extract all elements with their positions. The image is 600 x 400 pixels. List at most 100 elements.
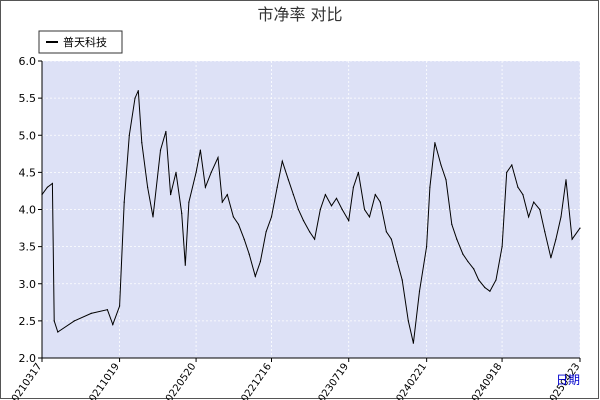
data-point [473, 268, 475, 270]
data-point [141, 142, 143, 144]
data-point [199, 149, 201, 151]
data-point [550, 257, 552, 259]
data-point [319, 208, 321, 211]
y-tick-label: 2.0 [19, 352, 37, 365]
y-tick-label: 2.5 [19, 315, 37, 328]
data-point [335, 197, 338, 199]
data-point [175, 171, 177, 173]
y-tick-label: 5.0 [19, 129, 37, 142]
data-point [165, 130, 167, 133]
data-point [188, 201, 190, 203]
data-point [341, 208, 343, 211]
data-point [412, 342, 414, 344]
data-point [287, 179, 289, 181]
data-point [159, 149, 162, 151]
y-tick-label: 5.5 [19, 92, 37, 105]
data-point [134, 97, 136, 99]
legend-box [38, 30, 123, 54]
data-point [501, 246, 503, 248]
data-point [123, 201, 125, 203]
data-point [259, 260, 261, 263]
data-point [128, 134, 130, 136]
data-point [181, 212, 183, 214]
data-point [396, 260, 398, 263]
data-point [297, 208, 299, 211]
data-point [302, 220, 305, 222]
data-point [368, 216, 371, 218]
data-point [579, 227, 581, 229]
data-point [309, 231, 311, 233]
data-point [528, 216, 530, 218]
data-point [254, 275, 256, 277]
data-point [106, 309, 108, 311]
grid [41, 60, 581, 359]
data-point [137, 90, 139, 92]
data-point [232, 216, 234, 218]
data-point [147, 186, 149, 188]
series-layer [41, 90, 581, 344]
data-point [462, 253, 464, 255]
data-point [292, 194, 294, 196]
data-point [112, 324, 114, 326]
data-point [506, 171, 508, 173]
y-tick-label: 3.5 [19, 241, 37, 254]
data-point [467, 260, 469, 263]
x-axis-label: 日期 [556, 373, 580, 387]
data-point [352, 186, 354, 188]
data-point [533, 201, 535, 203]
data-point [445, 179, 447, 181]
data-point [330, 205, 333, 207]
data-point [440, 164, 442, 166]
data-point [495, 279, 497, 281]
y-tick-label: 4.5 [19, 166, 37, 179]
data-point [555, 238, 557, 240]
y-tick-label: 3.0 [19, 278, 37, 291]
data-point [248, 253, 250, 255]
data-point [237, 223, 240, 225]
data-point [270, 216, 273, 218]
data-point [379, 201, 381, 203]
data-point [53, 320, 55, 322]
data-point [152, 216, 154, 218]
data-point [210, 171, 212, 173]
legend-label: 普天科技 [63, 35, 107, 49]
data-point [348, 220, 350, 222]
data-point [324, 194, 326, 196]
data-point [489, 290, 491, 292]
data-point [265, 231, 267, 233]
data-point [511, 164, 513, 166]
data-point [184, 264, 186, 266]
y-tick-label: 4.0 [19, 204, 37, 217]
data-point [434, 142, 436, 144]
data-point [73, 320, 75, 322]
data-point [276, 186, 278, 188]
data-point [281, 160, 283, 162]
data-point [357, 171, 359, 173]
legend: 普天科技 [38, 30, 123, 54]
data-point [314, 238, 316, 240]
data-point [560, 216, 562, 218]
data-point [456, 238, 458, 240]
data-point [90, 312, 92, 314]
chart-title: 市净率 对比 [257, 5, 342, 24]
y-tick-label: 6.0 [19, 55, 37, 68]
data-point [451, 223, 453, 225]
data-point [390, 238, 392, 240]
data-point [522, 194, 524, 196]
data-point [221, 201, 223, 203]
y-ticks: 2.0 2.5 3.0 3.5 4.0 4.5 5.0 5.5 6.0 [19, 55, 42, 365]
data-point [426, 246, 428, 248]
data-point [565, 179, 567, 181]
data-point [204, 186, 206, 188]
data-point [478, 279, 480, 281]
data-point [571, 238, 573, 240]
data-point [544, 231, 546, 233]
data-point [195, 171, 197, 173]
data-point [243, 238, 245, 240]
data-point [429, 186, 431, 188]
data-point [484, 286, 486, 289]
data-point [226, 194, 228, 196]
data-point [119, 305, 121, 307]
